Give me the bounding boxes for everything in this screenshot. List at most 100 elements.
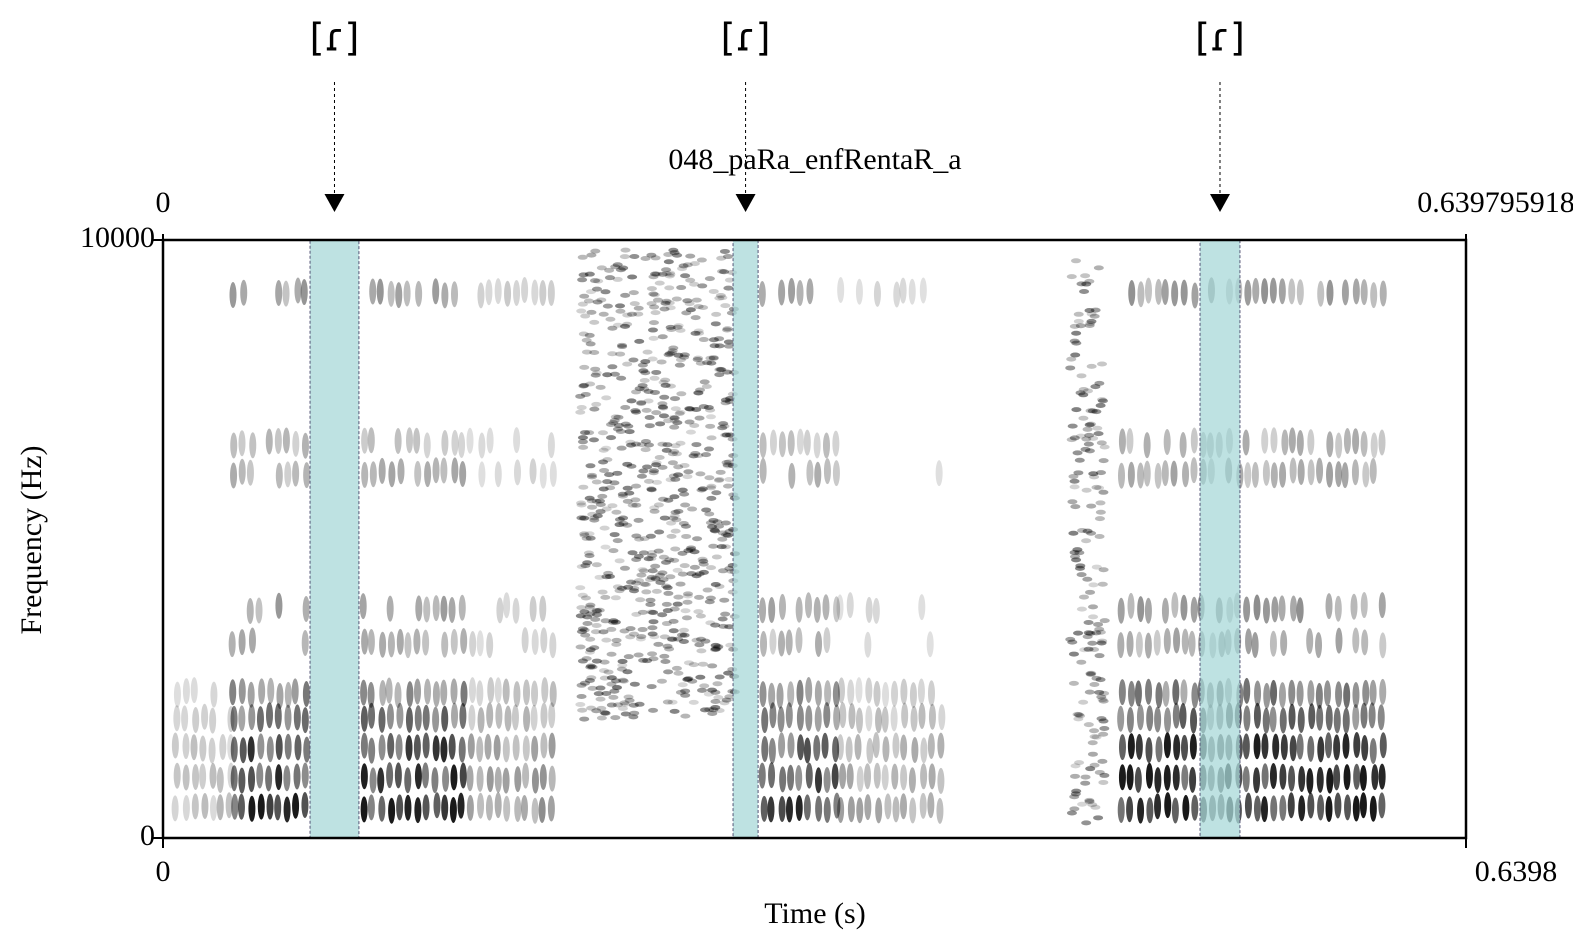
texture-blob [873, 280, 881, 307]
texture-noise [1098, 718, 1109, 724]
texture-noise [637, 609, 648, 615]
texture-blob [538, 797, 546, 824]
texture-noise [1084, 689, 1095, 695]
texture-blob [395, 734, 403, 761]
texture-noise [646, 486, 657, 492]
texture-noise [619, 700, 630, 706]
texture-blob [1288, 278, 1296, 305]
texture-blob [1368, 702, 1376, 729]
texture-noise [695, 636, 706, 642]
texture-noise [685, 253, 696, 259]
texture-blob [788, 277, 796, 304]
texture-noise [599, 659, 610, 665]
texture-blob [823, 702, 831, 729]
texture-noise [576, 605, 587, 611]
texture-blob [875, 707, 883, 734]
texture-blob [275, 764, 283, 791]
texture-noise [577, 626, 588, 632]
texture-blob [1378, 592, 1386, 619]
texture-noise [706, 483, 717, 489]
texture-noise [659, 515, 670, 521]
texture-blob [361, 461, 369, 488]
texture-blob [833, 596, 841, 623]
texture-blob [1270, 679, 1278, 706]
texture-blob [854, 734, 862, 761]
texture-noise [637, 383, 648, 389]
texture-noise [598, 459, 609, 465]
texture-noise [613, 422, 624, 428]
texture-blob [1244, 462, 1252, 489]
texture-noise [591, 658, 602, 664]
texture-blob [303, 736, 311, 763]
texture-noise [677, 550, 688, 556]
texture-noise [599, 675, 610, 681]
texture-blob [451, 429, 459, 456]
texture-noise [575, 701, 586, 707]
texture-noise [717, 568, 728, 574]
chart-title: 048_paRa_enfRentaR_a [668, 143, 961, 176]
texture-noise [631, 557, 642, 563]
texture-noise [724, 624, 735, 630]
texture-noise [721, 432, 732, 438]
texture-blob [873, 680, 881, 707]
texture-noise [1094, 533, 1105, 539]
texture-noise [629, 254, 640, 260]
texture-noise [1073, 470, 1084, 476]
texture-noise [1087, 640, 1098, 646]
texture-noise [609, 480, 620, 486]
texture-noise [614, 558, 625, 564]
texture-blob [539, 462, 547, 489]
texture-noise [699, 683, 710, 689]
arrow-head [735, 194, 756, 212]
texture-noise [669, 513, 680, 519]
texture-blob [881, 764, 889, 791]
texture-noise [1071, 788, 1082, 794]
texture-noise [1082, 426, 1093, 432]
texture-blob [1361, 629, 1369, 656]
texture-noise [1089, 646, 1100, 652]
texture-blob [901, 702, 909, 729]
texture-noise [670, 443, 681, 449]
texture-noise [591, 623, 602, 629]
texture-noise [667, 451, 678, 457]
texture-blob [284, 733, 292, 760]
texture-blob [404, 794, 412, 821]
texture-blob [1378, 792, 1386, 819]
texture-noise [651, 479, 662, 485]
texture-noise [647, 356, 658, 362]
texture-noise [651, 460, 662, 466]
texture-blob [230, 432, 238, 459]
texture-blob [1182, 794, 1190, 821]
texture-blob [1317, 736, 1325, 763]
texture-noise [696, 487, 707, 493]
texture-noise [645, 533, 656, 539]
texture-blob [1335, 627, 1343, 654]
texture-noise [577, 277, 588, 283]
texture-blob [836, 734, 844, 761]
texture-noise [648, 610, 659, 616]
texture-blob [823, 458, 831, 485]
texture-noise [602, 372, 613, 378]
texture-blob [822, 594, 830, 621]
texture-noise [614, 588, 625, 594]
texture-blob [759, 681, 767, 708]
texture-blob [385, 677, 393, 704]
texture-noise [660, 659, 671, 665]
texture-blob [182, 764, 190, 791]
texture-noise [1082, 576, 1093, 582]
texture-blob [1126, 707, 1134, 734]
texture-blob [1281, 429, 1289, 456]
spectrogram-texture [171, 247, 1387, 826]
texture-noise [658, 496, 669, 502]
texture-noise [1095, 629, 1106, 635]
texture-blob [231, 793, 239, 820]
texture-noise [1073, 712, 1084, 718]
texture-blob [1352, 704, 1360, 731]
texture-noise [720, 544, 731, 550]
texture-noise [1076, 659, 1087, 665]
texture-noise [578, 383, 589, 389]
texture-noise [608, 618, 619, 624]
texture-blob [900, 734, 908, 761]
texture-blob [865, 596, 873, 623]
texture-blob [1262, 707, 1270, 734]
